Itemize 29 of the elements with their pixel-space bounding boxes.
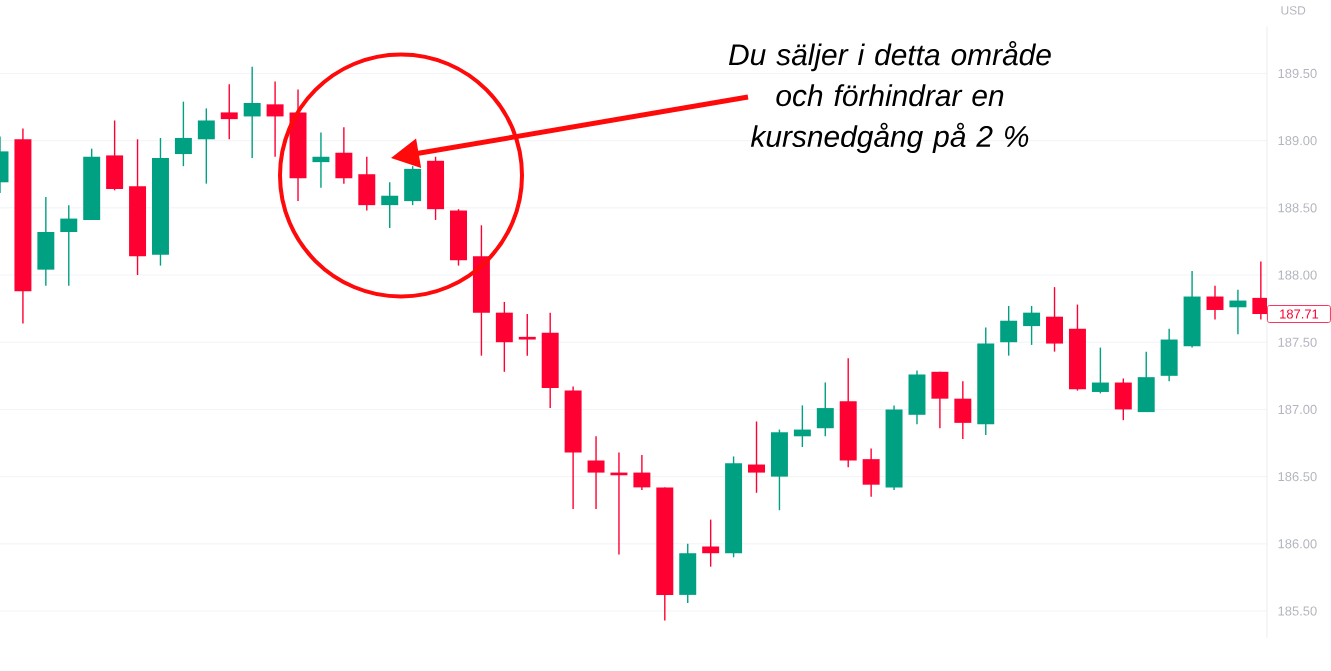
y-tick-label: 188.00 bbox=[1278, 270, 1317, 280]
y-tick-label: 185.50 bbox=[1278, 606, 1317, 616]
y-tick-label: 187.50 bbox=[1278, 337, 1317, 347]
candlestick bbox=[1000, 305, 1018, 357]
candlestick bbox=[587, 435, 605, 510]
candlestick bbox=[1206, 285, 1224, 321]
candlestick bbox=[312, 131, 330, 189]
candlestick bbox=[633, 454, 651, 491]
y-tick-label: 186.50 bbox=[1278, 472, 1317, 482]
y-axis-title: USD bbox=[1281, 6, 1306, 15]
candlestick bbox=[816, 381, 834, 437]
y-tick-label: 189.50 bbox=[1278, 68, 1317, 79]
candlestick bbox=[381, 181, 399, 229]
candlestick bbox=[518, 313, 536, 357]
candlestick bbox=[1023, 305, 1041, 346]
candlestick bbox=[60, 204, 78, 287]
candlestick bbox=[266, 80, 284, 158]
text: 187.71 bbox=[1280, 309, 1319, 319]
candlestick bbox=[220, 83, 238, 140]
annotation: Du säljer i detta område och förhindrar en kursnedgång på 2 % bbox=[728, 41, 1051, 153]
candlestick bbox=[174, 100, 192, 167]
y-tick-label: 187.00 bbox=[1278, 404, 1317, 415]
candlestick bbox=[748, 420, 765, 494]
candlestick bbox=[243, 66, 261, 159]
y-tick-label: 188.50 bbox=[1278, 203, 1317, 213]
candlestick bbox=[1091, 346, 1109, 394]
y-tick-label: 189.00 bbox=[1278, 136, 1317, 146]
candlestick bbox=[197, 107, 215, 185]
y-tick-label: 186.00 bbox=[1278, 539, 1317, 549]
